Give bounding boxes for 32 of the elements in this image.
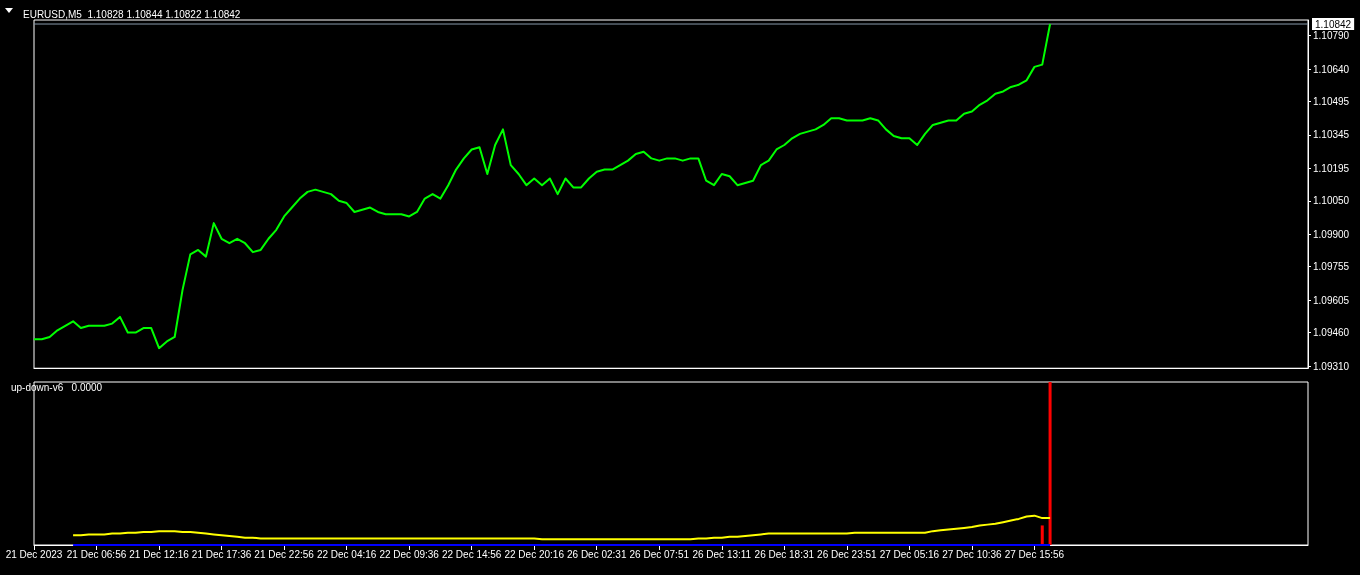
- chart-title: EURUSD,M5 1.10828 1.10844 1.10822 1.10842: [23, 8, 241, 20]
- chart-title: up-down-v6 0.0000: [11, 381, 103, 393]
- line-series: [33, 23, 1052, 350]
- x-tick-label: 22 Dec 14:56: [441, 548, 502, 560]
- x-tick-label: 26 Dec 13:11: [692, 548, 752, 560]
- x-tick-label: 26 Dec 07:51: [629, 548, 690, 560]
- y-tick-label: 1.10195: [1313, 162, 1350, 174]
- x-tick-label: 21 Dec 22:56: [254, 548, 315, 560]
- x-tick-label: 26 Dec 02:31: [567, 548, 627, 560]
- y-tick-label: 1.09460: [1313, 327, 1350, 339]
- x-tick-label: 27 Dec 10:36: [942, 548, 1003, 560]
- x-tick-label: 21 Dec 12:16: [129, 548, 190, 560]
- x-tick-label: 21 Dec 2023: [5, 548, 63, 560]
- x-tick-label: 27 Dec 05:16: [879, 548, 940, 560]
- x-tick-label: 22 Dec 09:36: [379, 548, 440, 560]
- y-tick-label: 1.10640: [1313, 63, 1350, 75]
- x-tick-label: 26 Dec 18:31: [754, 548, 815, 560]
- x-tick-label: 22 Dec 20:16: [504, 548, 565, 560]
- y-tick-label: 1.09755: [1313, 261, 1350, 273]
- y-tick-label: 1.09310: [1313, 360, 1350, 372]
- y-tick-label: 1.09605: [1313, 294, 1350, 306]
- x-tick-label: 22 Dec 04:16: [316, 548, 377, 560]
- y-tick-label: 1.10495: [1313, 95, 1350, 107]
- y-tick-label: 1.10345: [1313, 129, 1350, 141]
- ref-line-label: 1.10842: [1315, 18, 1352, 30]
- y-tick-label: 1.09900: [1313, 228, 1350, 240]
- x-tick-label: 21 Dec 17:36: [191, 548, 252, 560]
- x-tick-label: 26 Dec 23:51: [817, 548, 878, 560]
- y-tick-label: 1.10790: [1313, 30, 1350, 42]
- x-tick-label: 27 Dec 15:56: [1004, 548, 1065, 560]
- x-tick-label: 21 Dec 06:56: [66, 548, 127, 560]
- y-tick-label: 1.10050: [1313, 195, 1350, 207]
